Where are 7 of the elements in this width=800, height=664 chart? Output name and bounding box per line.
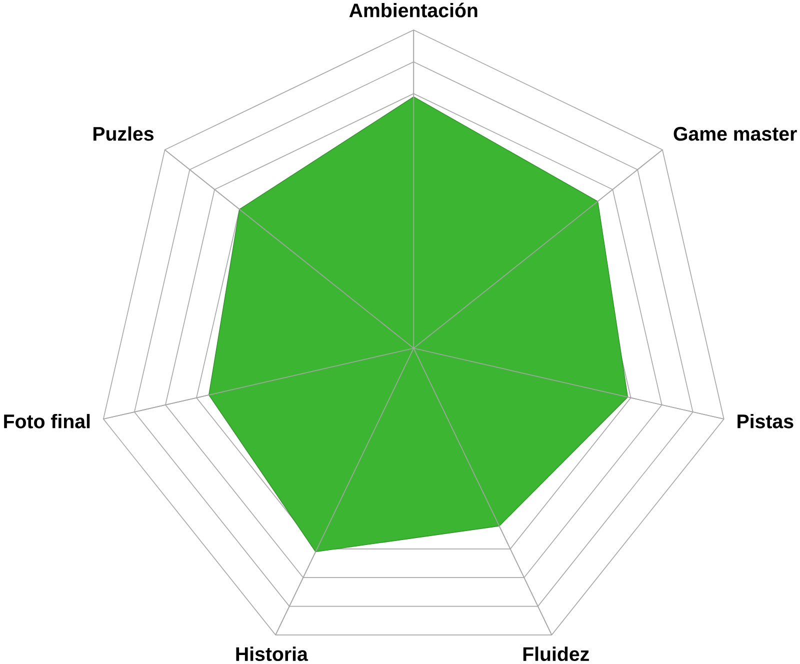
spoke-label: Puzles [94, 126, 154, 141]
spoke-label: Pistas [738, 414, 794, 428]
spoke-label: Ambientación [349, 2, 478, 18]
spoke-label: Historia [236, 646, 308, 662]
spoke-label: Foto final [4, 414, 90, 428]
spoke-label: Game master [674, 126, 797, 141]
spoke-label: Fluidez [523, 646, 589, 662]
